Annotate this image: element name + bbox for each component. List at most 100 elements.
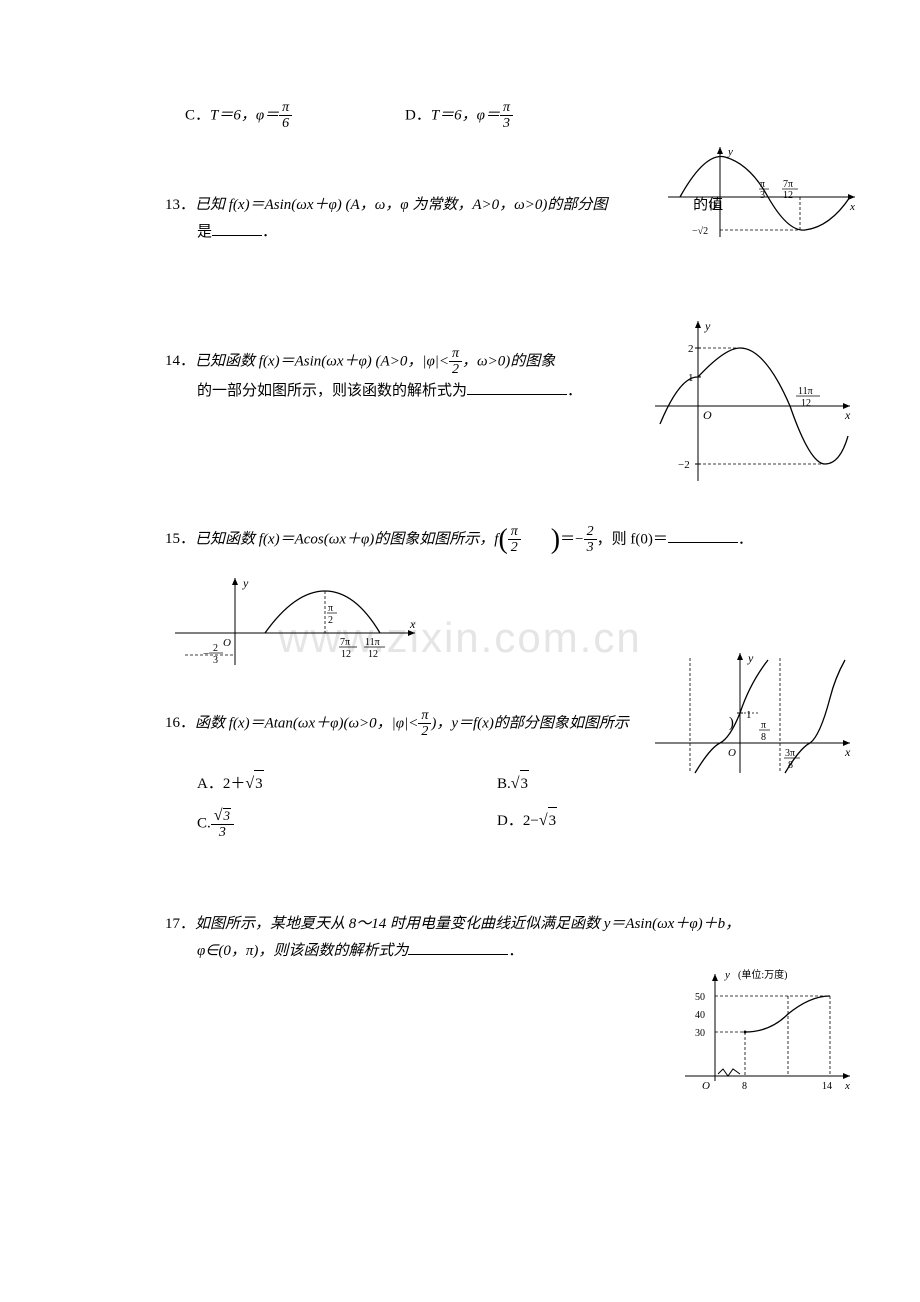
q14-text1: 已知函数 f(x)＝Asin(ωx＋φ) (A>0，|φ|< [195,353,449,369]
q12-optC: C．T＝6，φ＝π6 [185,100,405,132]
svg-text:O: O [709,200,717,212]
q16-optA-sqrt: 3 [254,770,264,798]
q15-text3: ． [738,531,753,547]
svg-text:7π: 7π [340,637,350,648]
svg-text:x: x [844,1080,850,1092]
q17-figure: y (单位:万度) x O 50 40 30 8 14 [670,966,860,1096]
q15-eq: ＝− [560,531,583,547]
q14-blank [467,394,567,395]
q16-optA-text: 2＋ [223,776,246,792]
svg-text:y: y [242,576,249,590]
svg-text:π: π [761,720,766,731]
svg-text:3: 3 [760,190,765,201]
svg-text:2: 2 [688,343,694,355]
q15: 15．已知函数 f(x)＝Acos(ωx＋φ)的图象如图所示，f(π2)＝−23… [165,515,760,668]
svg-text:−2: −2 [678,459,690,471]
q15-rd: 3 [584,540,597,555]
q17: 17．如图所示，某地夏天从 8～14 时用电量变化曲线近似满足函数 y＝Asin… [165,911,760,965]
q14-fden: 2 [449,362,462,377]
q16: y x O 1 π 8 3π 8 16．函数 f(x)＝Atan(ωx＋φ)(ω… [165,708,760,841]
svg-text:12: 12 [341,649,351,660]
q16-optC-sqrt: 3 [223,808,232,823]
q15-rn: 2 [584,524,597,540]
svg-text:3π: 3π [785,748,795,759]
q13-text2: 是 [197,224,212,240]
q12-optC-text: T＝6，φ＝ [210,107,279,123]
svg-text:11π: 11π [798,386,813,397]
svg-text:8: 8 [788,760,793,771]
q12-optD-text: T＝6，φ＝ [431,107,500,123]
svg-text:π: π [760,179,765,190]
q16-optD-text: 2− [523,813,539,829]
svg-text:3: 3 [213,655,218,666]
q16-t2: )，y＝f(x)的部分图象如图所示 [431,715,628,731]
svg-text:1: 1 [746,709,752,721]
svg-text:2: 2 [328,615,333,626]
q13-blank [212,235,262,236]
q15-text1: 已知函数 f(x)＝Acos(ωx＋φ)的图象如图所示，f [195,531,498,547]
q16-optB-label: B. [497,776,511,792]
q14-text4: ． [567,383,582,399]
q14-num: 14． [165,348,195,375]
svg-text:y: y [727,146,733,158]
q16-optC: C.33 [197,807,497,841]
q13-text1: 已知 f(x)＝Asin(ωx＋φ) (A，ω，φ 为常数，A>0，ω>0)的部… [195,197,607,213]
q16-optA: A．2＋3 [197,770,497,799]
svg-text:(单位:万度): (单位:万度) [738,968,787,981]
svg-text:x: x [849,201,855,213]
q14: y x O 2 1 −2 11π 12 14．已知函数 f(x)＝Asin(ωx… [165,346,760,405]
svg-text:50: 50 [695,992,705,1003]
q17-text2: φ∈(0，π)，则该函数的解析式为 [197,943,408,959]
q12-optC-label: C． [185,107,210,123]
svg-text:7π: 7π [783,179,793,190]
q16-fn: π [418,708,431,724]
q17-text1: 如图所示，某地夏天从 8～14 时用电量变化曲线近似满足函数 y＝Asin(ωx… [195,916,740,932]
q12-optD-den: 3 [500,116,513,131]
q15-num: 15． [165,526,195,553]
q16-fd: 2 [418,724,431,739]
q16-optC-den: 3 [211,825,234,840]
q16-figure: y x O 1 π 8 3π 8 [650,648,860,778]
q16-optD-sqrt: 3 [548,807,558,835]
svg-text:40: 40 [695,1010,705,1021]
q15-text2: ，则 f(0)＝ [597,531,668,547]
q12-options: C．T＝6，φ＝π6 D．T＝6，φ＝π3 [165,100,760,132]
svg-text:12: 12 [801,398,811,409]
svg-text:O: O [703,408,712,422]
svg-text:30: 30 [695,1028,705,1039]
q16-num: 16． [165,710,195,737]
svg-text:O: O [702,1080,710,1092]
q13: y x O π 3 7π 12 −√2 13．已知 f(x)＝Asin(ωx＋φ… [165,192,760,246]
q14-fnum: π [449,346,462,362]
q12-optC-den: 6 [279,116,292,131]
q16-optD-label: D． [497,813,523,829]
svg-text:−√2: −√2 [692,226,708,237]
q17-num: 17． [165,911,195,938]
q15-argn: π [508,524,521,540]
svg-text:12: 12 [368,649,378,660]
svg-text:12: 12 [783,190,793,201]
q13-num: 13． [165,192,195,219]
q16-optB-sqrt: 3 [520,770,530,798]
svg-text:y: y [724,969,730,981]
q14-figure: y x O 2 1 −2 11π 12 [650,316,860,486]
q12-optC-num: π [279,100,292,116]
svg-text:8: 8 [761,732,766,743]
q14-text3: 的一部分如图所示，则该函数的解析式为 [197,383,467,399]
svg-text:11π: 11π [365,637,380,648]
q12-optD-label: D． [405,107,431,123]
svg-text:x: x [844,408,851,422]
q12-optD-num: π [500,100,513,116]
q16-optD: D．2− 3 [497,807,717,841]
svg-text:y: y [704,319,711,333]
q13-figure: y x O π 3 7π 12 −√2 [660,142,860,242]
svg-text:π: π [328,603,333,614]
svg-text:y: y [747,651,754,665]
q15-argd: 2 [508,540,521,555]
q14-text2: ，ω>0)的图象 [462,353,555,369]
svg-text:14: 14 [822,1081,832,1092]
svg-text:−: − [203,648,209,660]
q12-optD: D．T＝6，φ＝π3 [405,100,625,132]
q16-t1: 函数 f(x)＝Atan(ωx＋φ)(ω>0，|φ|< [195,715,418,731]
q17-blank [408,954,508,955]
